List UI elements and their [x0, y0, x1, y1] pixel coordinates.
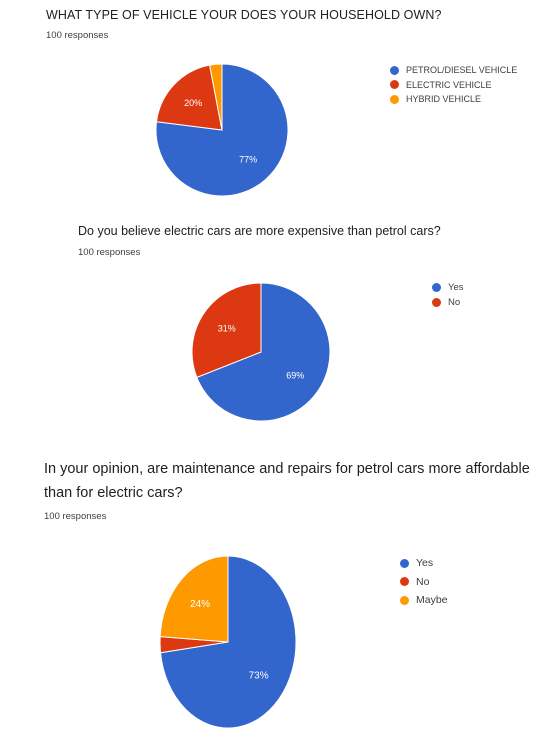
legend-swatch — [400, 577, 409, 587]
chart-3-pie: 73% 24% — [159, 555, 297, 729]
pie-data-label: 20% — [184, 98, 202, 108]
chart-1-title: WHAT TYPE OF VEHICLE YOUR DOES YOUR HOUS… — [46, 8, 442, 22]
pie-slice-petrol-diesel-vehicle — [155, 63, 289, 197]
legend-item: ELECTRIC VEHICLE — [390, 78, 517, 93]
chart-1-legend: PETROL/DIESEL VEHICLE ELECTRIC VEHICLE HYB… — [390, 63, 517, 107]
legend-item: No — [400, 573, 448, 592]
chart-3-legend: Yes No Maybe — [400, 554, 448, 610]
chart-2-legend: Yes No — [432, 280, 464, 310]
legend-item: Yes — [400, 554, 448, 573]
pie-slice-no — [191, 282, 262, 379]
pie-slice-yes — [196, 282, 331, 422]
chart-3-title: In your opinion, are maintenance and rep… — [44, 461, 530, 501]
legend-label: ELECTRIC VEHICLE — [406, 79, 492, 90]
legend-label: HYBRID VEHICLE — [406, 94, 482, 105]
chart-2-pie: 69% 31% — [191, 282, 331, 422]
pie-data-label: 77% — [239, 155, 257, 165]
legend-swatch — [390, 94, 399, 104]
legend-item: Maybe — [400, 591, 448, 610]
chart-1-responses: 100 responses — [46, 30, 109, 41]
legend-item: HYBRID VEHICLE — [390, 92, 517, 107]
legend-label: PETROL/DIESEL VEHICLE — [406, 65, 518, 76]
legend-label: Yes — [448, 282, 464, 293]
legend-item: No — [432, 295, 464, 310]
legend-swatch — [432, 283, 441, 292]
legend-item: Yes — [432, 280, 464, 295]
chart-1-pie: 77% 20% — [155, 63, 289, 197]
legend-label: No — [448, 297, 461, 308]
pie-data-label: 73% — [249, 671, 269, 682]
pie-slice-hybrid-vehicle — [209, 63, 223, 131]
legend-swatch — [432, 298, 441, 307]
pie-data-label: 69% — [286, 370, 304, 380]
legend-item: PETROL/DIESEL VEHICLE — [390, 63, 517, 78]
legend-swatch — [400, 595, 409, 605]
legend-swatch — [390, 65, 399, 75]
chart-2-responses: 100 responses — [78, 247, 141, 258]
chart-3-responses: 100 responses — [44, 511, 107, 522]
legend-label: Maybe — [416, 594, 448, 607]
pie-slice-maybe — [159, 555, 229, 643]
legend-label: No — [416, 575, 430, 588]
pie-data-label: 24% — [190, 599, 210, 610]
legend-swatch — [390, 80, 399, 90]
legend-swatch — [400, 558, 409, 568]
legend-label: Yes — [416, 557, 434, 570]
pie-data-label: 31% — [218, 324, 236, 334]
pie-slice-electric-vehicle — [155, 64, 223, 131]
chart-2-title: Do you believe electric cars are more ex… — [78, 224, 441, 238]
